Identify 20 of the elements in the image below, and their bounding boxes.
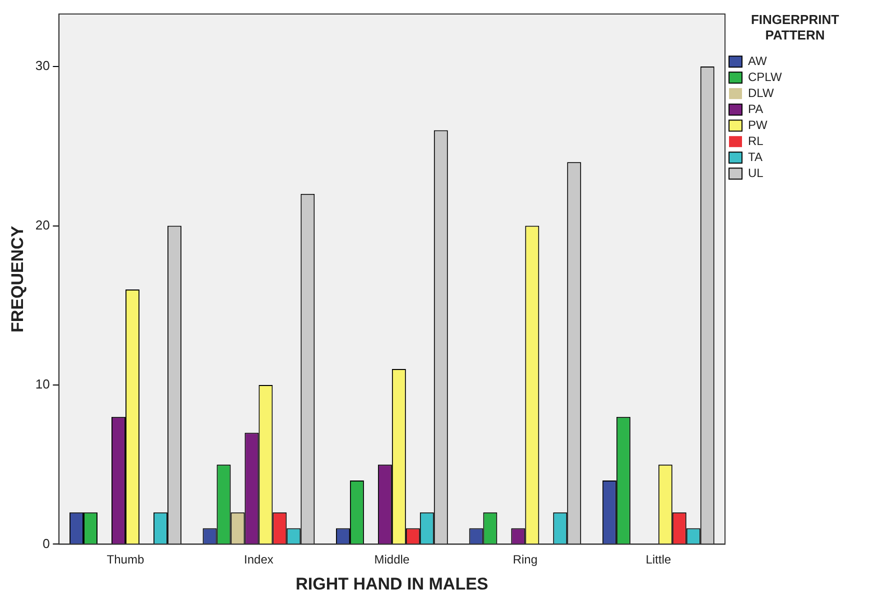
legend-title: FINGERPRINT PATTERN (750, 12, 840, 43)
x-tick-label: Little (646, 552, 672, 567)
x-tick-label: Middle (374, 552, 410, 567)
y-tick-label: 30 (35, 58, 50, 74)
legend-label: PA (748, 102, 764, 116)
x-tick-label: Index (244, 552, 274, 567)
x-tick-label: Thumb (106, 552, 144, 567)
y-tick-label: 10 (35, 376, 50, 392)
legend-label: TA (748, 150, 762, 164)
y-axis-title: FREQUENCY (8, 225, 27, 332)
legend-label: CPLW (748, 70, 782, 84)
legend-label: DLW (748, 86, 774, 100)
y-tick-label: 0 (42, 536, 50, 551)
legend-label: PW (748, 118, 768, 132)
legend-label: UL (748, 166, 764, 180)
y-tick-label: 20 (35, 217, 50, 232)
legend-label: RL (748, 134, 764, 148)
x-axis-title: RIGHT HAND IN MALES (296, 574, 488, 594)
x-tick-label: Ring (512, 552, 538, 567)
legend-label: AW (748, 54, 768, 68)
